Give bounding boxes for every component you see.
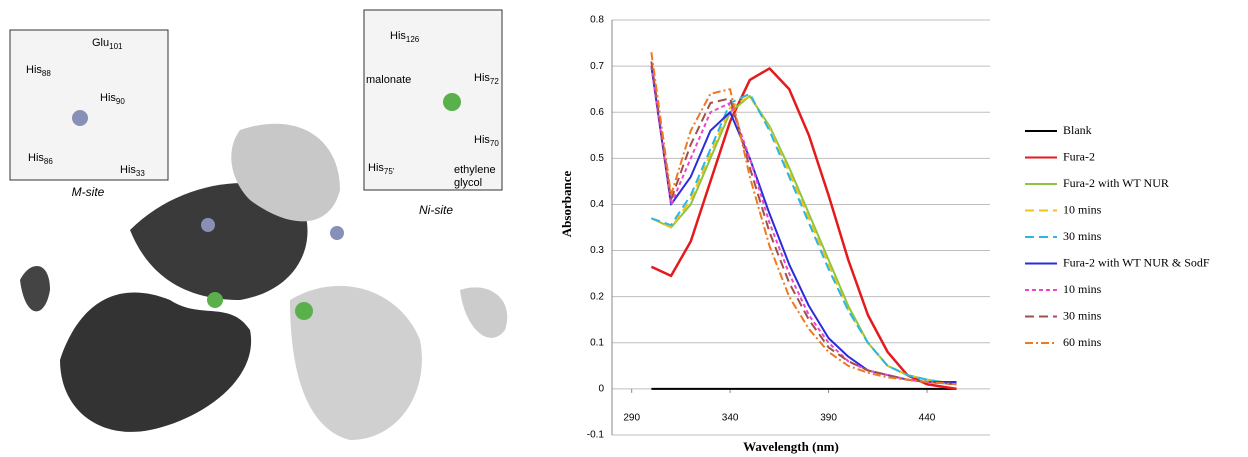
residue-label: His75' xyxy=(368,162,395,176)
residue-number: 101 xyxy=(109,42,123,51)
residue-name: His xyxy=(390,30,406,42)
nickel-ion xyxy=(207,292,223,308)
residue-name: glycol xyxy=(454,177,482,189)
m-site-inset xyxy=(9,29,169,181)
residue-number: 75' xyxy=(384,167,395,176)
x-axis-label: Wavelength (nm) xyxy=(743,439,839,454)
y-tick-label: 0.4 xyxy=(590,199,604,210)
legend-label: 10 mins xyxy=(1063,202,1102,216)
y-tick-label: 0.5 xyxy=(590,153,604,164)
nickel-ion xyxy=(295,302,313,320)
ni-site-inset xyxy=(363,9,503,191)
legend-label: 30 mins xyxy=(1063,308,1102,322)
residue-name: His xyxy=(474,72,490,84)
residue-name: His xyxy=(368,162,384,174)
residue-label: His126 xyxy=(390,30,420,44)
residue-name: ethylene xyxy=(454,164,496,176)
helix xyxy=(20,266,50,312)
zinc-ion xyxy=(201,218,215,232)
residue-number: 70 xyxy=(490,139,499,148)
y-tick-label: -0.1 xyxy=(587,430,605,441)
data-line xyxy=(650,61,957,386)
legend-label: Fura-2 with WT NUR xyxy=(1063,176,1169,190)
residue-label: His88 xyxy=(26,64,51,78)
residue-name: His xyxy=(100,92,116,104)
residue-label: malonate xyxy=(366,74,411,86)
zinc-ion xyxy=(330,226,344,240)
y-tick-label: 0.1 xyxy=(590,337,604,348)
light-helix xyxy=(231,123,340,222)
legend-label: 60 mins xyxy=(1063,335,1102,349)
data-line xyxy=(650,95,957,386)
residue-label: ethylene xyxy=(454,164,496,176)
residue-name: His xyxy=(120,164,136,176)
legend-label: Fura-2 xyxy=(1063,149,1095,163)
residue-name: malonate xyxy=(366,74,411,86)
residue-number: 86 xyxy=(44,157,53,166)
dark-domain xyxy=(60,292,252,432)
residue-label: Glu101 xyxy=(92,37,123,51)
residue-number: 126 xyxy=(406,35,420,44)
x-tick-label: 390 xyxy=(820,413,837,424)
data-line xyxy=(650,52,957,386)
y-tick-label: 0 xyxy=(598,384,604,395)
caption: M-site xyxy=(72,185,105,199)
legend-label: Blank xyxy=(1063,123,1092,137)
residue-label: His33 xyxy=(120,164,145,178)
y-axis-label: Absorbance xyxy=(559,171,574,238)
residue-number: 33 xyxy=(136,169,145,178)
residue-label: His70 xyxy=(474,134,499,148)
residue-name: His xyxy=(26,64,42,76)
y-tick-label: 0.6 xyxy=(590,107,604,118)
legend-label: 10 mins xyxy=(1063,282,1102,296)
light-domain xyxy=(290,285,422,440)
data-line xyxy=(650,67,957,391)
residue-name: His xyxy=(474,134,490,146)
x-tick-label: 340 xyxy=(722,413,739,424)
y-tick-label: 0.7 xyxy=(590,61,604,72)
caption: Ni-site xyxy=(419,203,453,217)
helix xyxy=(460,287,508,338)
x-tick-label: 440 xyxy=(919,413,936,424)
dark-sheet xyxy=(130,183,308,300)
y-tick-label: 0.2 xyxy=(590,291,604,302)
residue-number: 90 xyxy=(116,97,125,106)
y-tick-label: 0.8 xyxy=(590,15,604,26)
x-tick-label: 290 xyxy=(623,413,640,424)
legend-label: Fura-2 with WT NUR & SodF xyxy=(1063,255,1210,269)
nickel-ion xyxy=(443,93,461,111)
y-tick-label: 0.3 xyxy=(590,245,604,256)
residue-label: His90 xyxy=(100,92,125,106)
zinc-ion xyxy=(72,110,88,126)
protein-structure xyxy=(9,9,508,440)
residue-label: His72 xyxy=(474,72,499,86)
data-line xyxy=(651,92,957,386)
legend-label: 30 mins xyxy=(1063,229,1102,243)
data-line xyxy=(650,95,957,386)
residue-name: His xyxy=(28,152,44,164)
residue-number: 88 xyxy=(42,69,51,78)
residue-label: glycol xyxy=(454,177,482,189)
residue-label: His86 xyxy=(28,152,53,166)
residue-name: Glu xyxy=(92,37,109,49)
data-line xyxy=(650,65,957,386)
residue-number: 72 xyxy=(490,77,499,86)
